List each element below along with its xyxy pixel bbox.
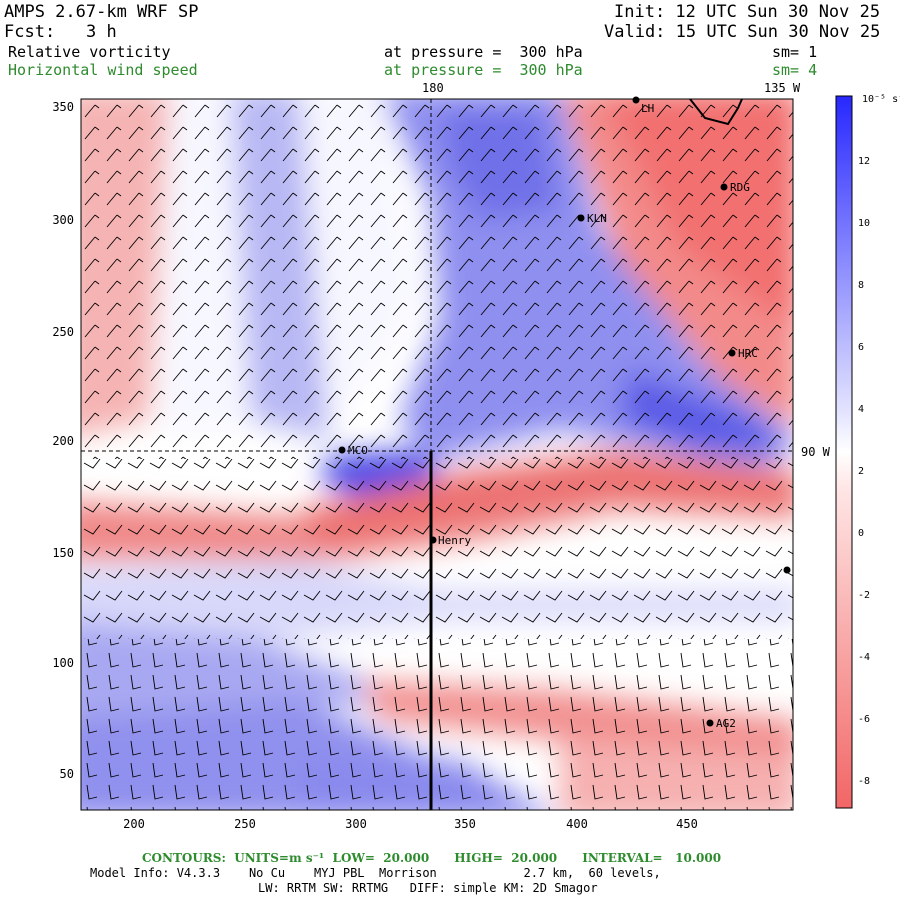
station-label: KLN <box>587 212 607 225</box>
colorbar-tick: 0 <box>858 528 864 539</box>
colorbar-gradient <box>835 95 853 809</box>
y-tick-label: 100 <box>52 656 74 670</box>
vorticity-shading <box>81 99 793 810</box>
colorbar-tick: -8 <box>858 776 870 787</box>
station-label: Henry <box>438 534 471 547</box>
x-axis: 200 250 300 350 400 450 <box>123 817 698 831</box>
x-tick-label: 250 <box>234 817 256 831</box>
valid-time: Valid: 15 UTC Sun 30 Nov 25 <box>604 22 881 42</box>
colorbar-tick: 12 <box>858 156 870 167</box>
station-dot <box>728 349 736 357</box>
station-markers: LH RDG KLN HRC MCO Henry AG2 <box>338 96 791 730</box>
field1-name: Relative vorticity <box>8 43 171 61</box>
colorbar-unit: 10⁻⁵ s⁻¹ <box>862 94 900 105</box>
field2-smoothing: sm= 4 <box>772 61 818 79</box>
station-label: MCO <box>348 444 368 457</box>
colorbar-tick: 10 <box>858 218 870 229</box>
model-info: Model Info: V4.3.3 No Cu MYJ PBL Morriso… <box>90 866 661 880</box>
y-axis: 350 300 250 200 150 100 50 <box>52 100 74 781</box>
colorbar: 10⁻⁵ s⁻¹ 12 10 8 6 4 2 0 -2 -4 -6 -8 <box>835 94 900 809</box>
station-label: HRC <box>738 347 758 360</box>
contour-info: CONTOURS: UNITS=m s⁻¹ LOW= 20.000 HIGH= … <box>142 851 722 865</box>
field2-name: Horizontal wind speed <box>8 61 198 79</box>
station-label: LH <box>641 102 654 115</box>
lon-label-180: 180 <box>422 81 444 95</box>
field1-smoothing: sm= 1 <box>772 43 818 61</box>
coastline <box>689 99 743 126</box>
y-tick-label: 150 <box>52 546 74 560</box>
lon-label-90w: 90 W <box>801 445 831 459</box>
y-tick-label: 250 <box>52 325 74 339</box>
station-label: RDG <box>730 181 750 194</box>
station-label: AG2 <box>716 717 736 730</box>
forecast-label: Fcst: <box>4 22 56 42</box>
colorbar-tick: 6 <box>858 342 864 353</box>
station-dot <box>577 214 585 222</box>
colorbar-tick: -4 <box>858 652 870 663</box>
y-tick-label: 200 <box>52 434 74 448</box>
station-dot <box>632 96 640 104</box>
model-title: AMPS 2.67-km WRF SP <box>4 2 199 22</box>
y-tick-label: 300 <box>52 213 74 227</box>
lon-label-135w: 135 W <box>764 81 801 95</box>
x-tick-label: 400 <box>566 817 588 831</box>
map-frame <box>80 98 794 811</box>
physics-info: LW: RRTM SW: RRTMG DIFF: simple KM: 2D S… <box>258 881 598 895</box>
x-tick-label: 350 <box>454 817 476 831</box>
station-dot <box>783 566 791 574</box>
colorbar-tick: -6 <box>858 714 870 725</box>
init-time: Init: 12 UTC Sun 30 Nov 25 <box>614 2 881 22</box>
colorbar-tick: 2 <box>858 466 864 477</box>
colorbar-tick: -2 <box>858 590 870 601</box>
x-tick-label: 450 <box>676 817 698 831</box>
station-dot <box>720 183 728 191</box>
station-dot <box>429 536 437 544</box>
y-tick-label: 50 <box>60 767 74 781</box>
x-tick-label: 200 <box>123 817 145 831</box>
forecast-hour: 3 h <box>86 22 117 42</box>
y-tick-label: 350 <box>52 100 74 114</box>
colorbar-tick: 4 <box>858 404 864 415</box>
field2-level: at pressure = 300 hPa <box>384 61 583 79</box>
station-dot <box>706 719 714 727</box>
x-tick-label: 300 <box>345 817 367 831</box>
station-dot <box>338 446 346 454</box>
field1-level: at pressure = 300 hPa <box>384 43 583 61</box>
colorbar-tick: 8 <box>858 280 864 291</box>
